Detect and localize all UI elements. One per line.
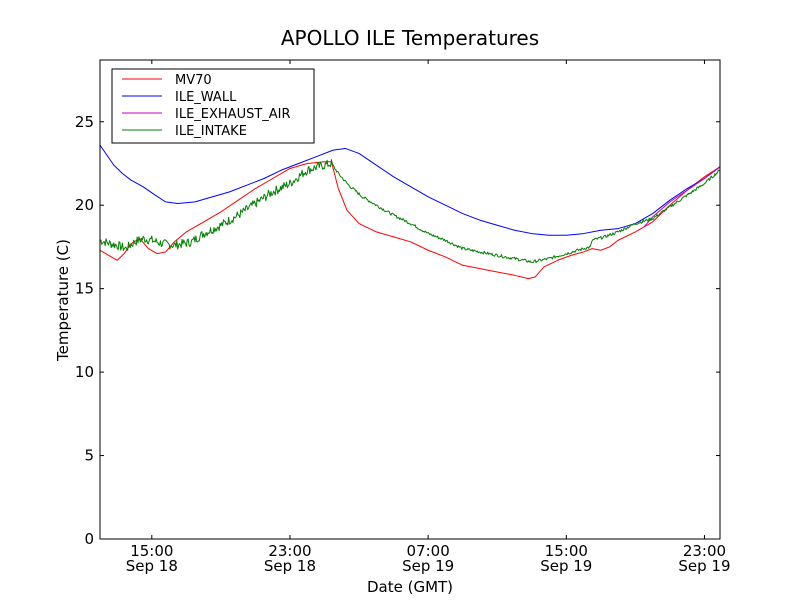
x-tick-label-date: Sep 19 [402,557,454,575]
x-tick-label-date: Sep 19 [540,557,592,575]
legend-label: ILE_EXHAUST_AIR [175,107,291,122]
y-tick-label: 20 [75,196,94,214]
x-tick-label-date: Sep 18 [126,557,178,575]
series-line-ile-intake [99,159,721,264]
chart-title: APOLLO ILE Temperatures [281,26,539,50]
x-tick-label-date: Sep 18 [264,557,316,575]
plot-frame [99,59,721,540]
y-tick-label: 15 [75,280,94,298]
y-tick-label: 25 [75,113,94,131]
x-tick-label-time: 07:00 [407,542,450,560]
series-line-mv70 [99,161,721,280]
legend-label: ILE_WALL [175,90,237,105]
y-tick-label: 0 [84,530,94,548]
y-axis: 0 5 10 15 20 25 [75,113,720,548]
y-axis-label: Temperature (C) [54,239,72,362]
x-tick-label-date: Sep 19 [678,557,730,575]
legend-label: ILE_INTAKE [175,124,247,139]
x-tick-label-time: 23:00 [268,542,311,560]
y-tick-label: 10 [75,363,94,381]
legend: MV70 ILE_WALL ILE_EXHAUST_AIR ILE_INTAKE [111,68,315,144]
x-tick-label-time: 15:00 [545,542,588,560]
plot-area [99,59,721,540]
series-layer [99,144,721,280]
series-line-ile-wall [99,144,721,236]
x-tick-label-time: 15:00 [130,542,173,560]
x-axis-label: Date (GMT) [367,578,453,596]
y-tick-label: 5 [84,447,94,465]
legend-box [111,68,315,144]
legend-label: MV70 [175,73,212,88]
x-tick-label-time: 23:00 [683,542,726,560]
